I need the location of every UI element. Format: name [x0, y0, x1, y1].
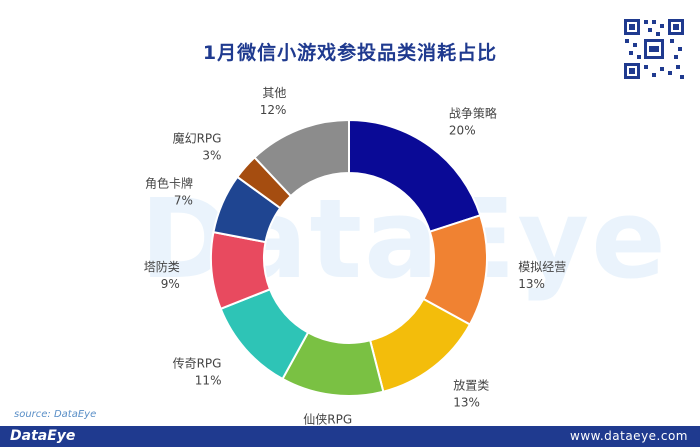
slice-value-1: 13% [518, 277, 545, 291]
slice-value-5: 9% [161, 277, 180, 291]
footer-logo: DataEye [10, 428, 76, 444]
slice-8 [253, 118, 350, 198]
slice-label-2: 放置类 [453, 377, 489, 392]
source-note: source: DataEye [14, 409, 97, 420]
slice-value-7: 3% [202, 149, 221, 163]
slice-label-4: 传奇RPG [173, 355, 222, 370]
slice-label-7: 魔幻RPG [173, 131, 222, 146]
qr-code-icon [622, 17, 686, 81]
footer-url[interactable]: www.dataeye.com [570, 429, 688, 443]
slice-value-0: 20% [449, 123, 476, 137]
slice-label-8: 其他 [262, 86, 286, 100]
slice-value-2: 13% [453, 395, 480, 409]
slice-label-6: 角色卡牌 [145, 176, 193, 190]
footer-bar: DataEye www.dataeye.com [0, 426, 700, 447]
slices-group [210, 118, 488, 397]
slice-label-3: 仙侠RPG [303, 413, 352, 427]
slice-value-4: 11% [195, 373, 222, 387]
slice-label-1: 模拟经营 [518, 260, 566, 274]
slice-value-8: 12% [260, 103, 287, 117]
slice-label-5: 塔防类 [144, 259, 180, 274]
chart-title: 1月微信小游戏参投品类消耗占比 [202, 42, 498, 64]
labels-group: 战争策略 20% 模拟经营 13% 放置类 13% 仙侠RPG 12% 传奇RPG 11% 塔防类 9… [144, 86, 567, 444]
slice-value-6: 7% [174, 193, 193, 207]
slice-label-0: 战争策略 [449, 105, 497, 120]
